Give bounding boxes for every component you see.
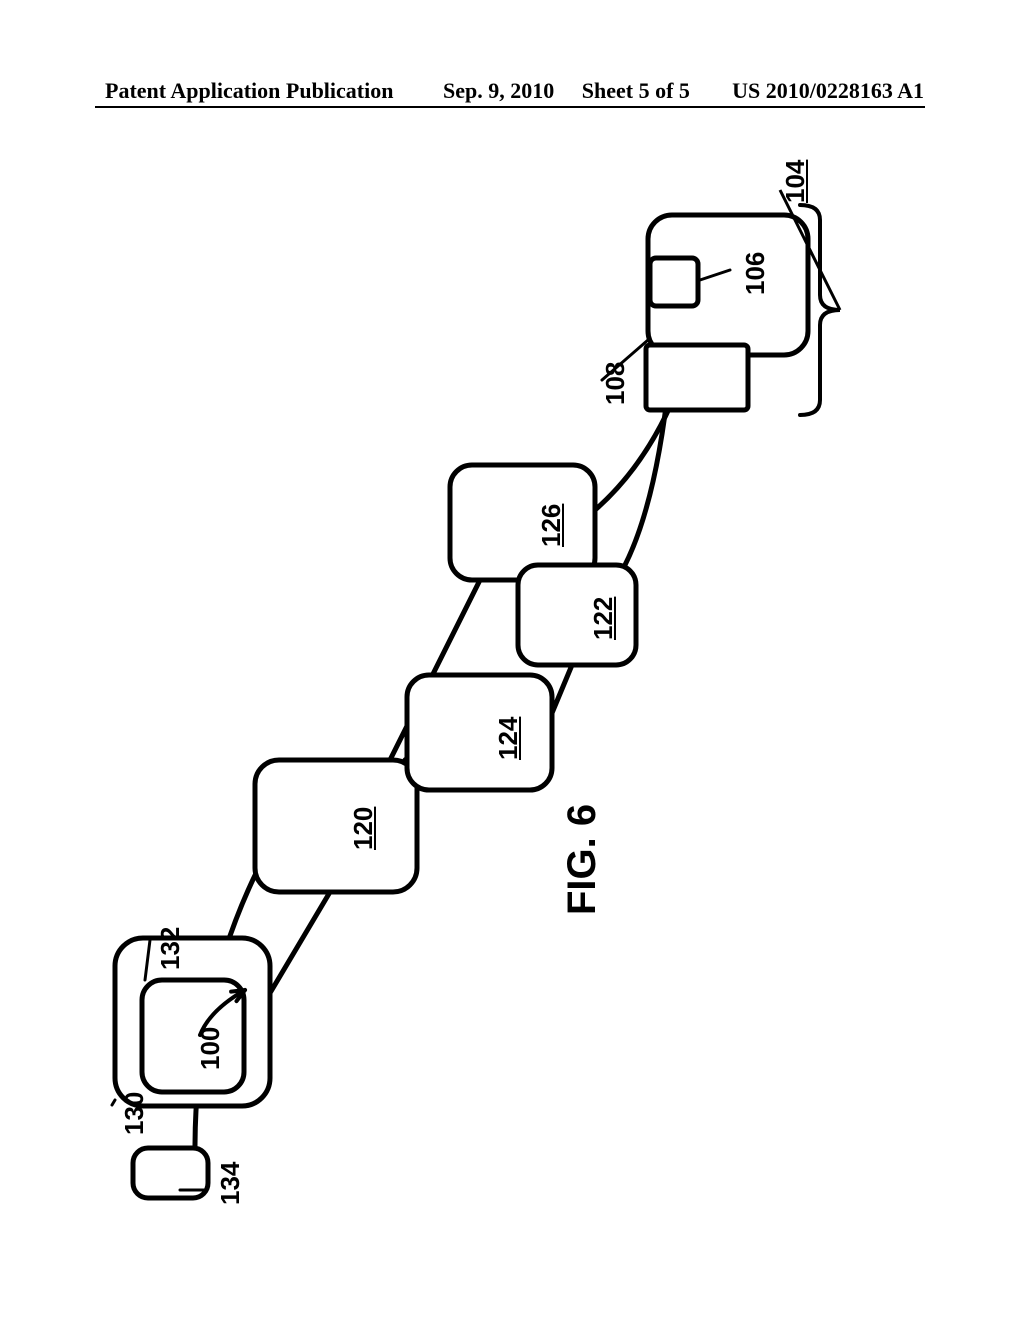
figure-caption: FIG. 6	[560, 804, 605, 915]
label-130: 130	[119, 1092, 150, 1135]
page: Patent Application Publication Sep. 9, 2…	[0, 0, 1024, 1320]
label-100: 100	[195, 1027, 226, 1070]
label-122: 122	[588, 597, 619, 640]
header-date: Sep. 9, 2010	[443, 78, 554, 103]
label-104: 104	[780, 160, 811, 203]
header-right-text: US 2010/0228163 A1	[732, 78, 924, 104]
header-left-text: Patent Application Publication	[105, 78, 393, 104]
label-126: 126	[536, 504, 567, 547]
label-108: 108	[600, 362, 631, 405]
label-106: 106	[740, 252, 771, 295]
label-132: 132	[155, 927, 186, 970]
label-134: 134	[215, 1162, 246, 1205]
label-120: 120	[348, 807, 379, 850]
header-mid-text: Sep. 9, 2010 Sheet 5 of 5	[443, 78, 690, 104]
label-124: 124	[493, 717, 524, 760]
diagram-container: 100 104 106 108 120 122 124 126 130 132	[100, 165, 820, 1205]
header-rule	[95, 106, 925, 108]
header-sheet: Sheet 5 of 5	[582, 78, 690, 103]
